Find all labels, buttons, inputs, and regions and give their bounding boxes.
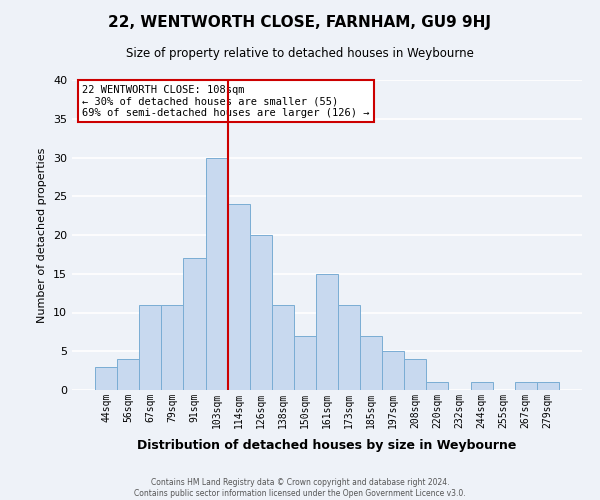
Bar	[117, 359, 139, 390]
Bar	[537, 382, 559, 390]
Bar	[227, 204, 250, 390]
Bar	[316, 274, 338, 390]
Bar	[360, 336, 382, 390]
Bar	[206, 158, 227, 390]
X-axis label: Distribution of detached houses by size in Weybourne: Distribution of detached houses by size …	[137, 439, 517, 452]
Y-axis label: Number of detached properties: Number of detached properties	[37, 148, 47, 322]
Bar	[161, 304, 184, 390]
Bar	[250, 235, 272, 390]
Text: 22 WENTWORTH CLOSE: 108sqm
← 30% of detached houses are smaller (55)
69% of semi: 22 WENTWORTH CLOSE: 108sqm ← 30% of deta…	[82, 84, 370, 118]
Bar	[382, 351, 404, 390]
Bar	[294, 336, 316, 390]
Bar	[515, 382, 537, 390]
Bar	[139, 304, 161, 390]
Bar	[272, 304, 294, 390]
Bar	[404, 359, 427, 390]
Bar	[470, 382, 493, 390]
Bar	[184, 258, 206, 390]
Text: Size of property relative to detached houses in Weybourne: Size of property relative to detached ho…	[126, 48, 474, 60]
Bar	[427, 382, 448, 390]
Bar	[338, 304, 360, 390]
Text: 22, WENTWORTH CLOSE, FARNHAM, GU9 9HJ: 22, WENTWORTH CLOSE, FARNHAM, GU9 9HJ	[109, 15, 491, 30]
Text: Contains HM Land Registry data © Crown copyright and database right 2024.
Contai: Contains HM Land Registry data © Crown c…	[134, 478, 466, 498]
Bar	[95, 367, 117, 390]
